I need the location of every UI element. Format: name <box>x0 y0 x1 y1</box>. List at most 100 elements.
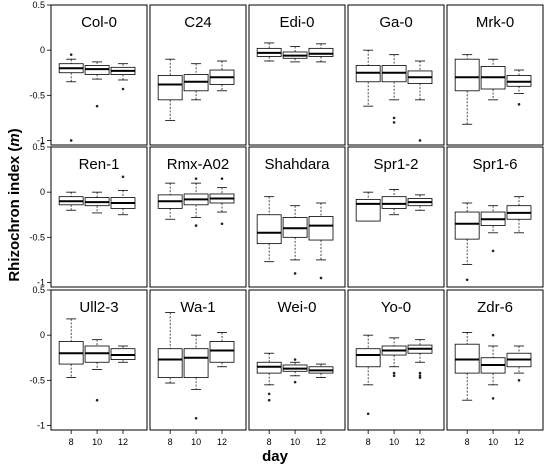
outlier-point <box>418 371 422 375</box>
box-day-12 <box>209 60 235 92</box>
outlier-point <box>517 103 521 106</box>
y-axis-title: Rhizochron index (m) <box>6 128 23 281</box>
box-day-8 <box>256 352 282 402</box>
box-day-10 <box>381 337 407 378</box>
outlier-point <box>220 222 224 226</box>
box-day-12 <box>110 175 136 216</box>
box-day-12 <box>506 345 532 382</box>
outlier-point <box>293 380 297 384</box>
box-day-12 <box>209 177 235 226</box>
box-day-8 <box>157 182 183 220</box>
panel-title: Spr1-2 <box>373 156 418 173</box>
box-day-10 <box>183 63 209 101</box>
panel-title: Rmx-A02 <box>167 156 230 173</box>
panel-frame <box>248 289 346 431</box>
box-iqr <box>454 58 480 92</box>
box-day-12 <box>407 339 433 379</box>
outlier-point <box>95 104 99 108</box>
outlier-point <box>418 139 422 142</box>
outlier-point <box>69 139 73 142</box>
panel-frame <box>149 4 247 146</box>
outlier-point <box>267 398 271 402</box>
box-iqr <box>209 341 235 363</box>
panel-frame <box>347 146 445 288</box>
box-day-8 <box>355 49 381 107</box>
panel-rmx-a02: Rmx-A02 <box>149 146 247 288</box>
box-day-8 <box>256 42 282 62</box>
outlier-point <box>465 278 469 282</box>
panel-title: Zdr-6 <box>477 299 513 316</box>
y-tick-label: 0 <box>40 187 45 197</box>
panel-c24: C24 <box>149 4 247 146</box>
panel-wa-1: Wa-1 8 10 12 <box>149 289 247 447</box>
box-day-12 <box>407 194 433 211</box>
outlier-point <box>194 416 198 420</box>
y-axis-title-prefix: Rhizochron index ( <box>6 147 23 282</box>
y-tick-label: -0.5 <box>29 232 45 242</box>
panel-frame <box>50 289 148 431</box>
outlier-point <box>121 175 125 179</box>
outlier-point <box>95 398 99 402</box>
x-tick-label: 10 <box>191 437 201 447</box>
y-tick-label: 0.5 <box>32 0 45 10</box>
box-day-10 <box>183 177 209 227</box>
box-iqr <box>256 214 282 245</box>
y-tick-label: -1 <box>37 277 45 287</box>
x-tick-label: 8 <box>267 437 272 447</box>
box-day-10 <box>282 358 308 384</box>
panel-frame <box>446 146 544 288</box>
panel-title: Shahdara <box>264 156 330 173</box>
y-tick-label: -0.5 <box>29 375 45 385</box>
outlier-point <box>392 371 396 375</box>
box-day-8 <box>454 54 480 125</box>
box-day-8 <box>454 202 480 282</box>
x-tick-label: 12 <box>415 437 425 447</box>
y-axis-title-suffix: ) <box>6 128 23 133</box>
outlier-point <box>293 272 297 275</box>
box-day-12 <box>506 69 532 106</box>
box-iqr <box>157 75 183 101</box>
panel-shahdara: Shahdara <box>248 146 346 288</box>
x-tick-label: 8 <box>465 437 470 447</box>
box-day-10 <box>84 339 110 402</box>
y-axis-title-symbol: m <box>6 133 23 146</box>
box-iqr <box>355 198 381 222</box>
y-tick-label: -0.5 <box>29 90 45 100</box>
panel-title: C24 <box>184 14 212 31</box>
panels: Col-0 0.5 0 -0.5 -1 C24 Edi-0 Ga-0 Mrk-0 Ren-1 0.5… <box>29 0 544 447</box>
panel-mrk-0: Mrk-0 <box>446 4 544 146</box>
panel-ga-0: Ga-0 <box>347 4 445 146</box>
outlier-point <box>491 249 495 253</box>
panel-title: Yo-0 <box>381 299 411 316</box>
box-day-10 <box>381 54 407 124</box>
panel-frame <box>50 4 148 146</box>
x-tick-label: 12 <box>217 437 227 447</box>
box-day-10 <box>84 191 110 214</box>
panel-spr1-2: Spr1-2 <box>347 146 445 288</box>
outlier-point <box>418 376 422 379</box>
box-day-8 <box>157 58 183 122</box>
panel-frame <box>149 146 247 288</box>
outlier-point <box>517 379 521 382</box>
y-tick-label: -1 <box>37 135 45 145</box>
box-day-10 <box>480 205 506 253</box>
box-iqr <box>454 211 480 240</box>
x-tick-label: 12 <box>316 437 326 447</box>
box-iqr <box>381 196 407 209</box>
box-day-12 <box>110 345 136 363</box>
panel-title: Ren-1 <box>79 156 120 173</box>
box-iqr <box>183 348 209 379</box>
box-day-8 <box>256 196 282 263</box>
box-day-10 <box>480 333 506 400</box>
outlier-point <box>293 358 297 361</box>
x-tick-label: 8 <box>69 437 74 447</box>
panel-spr1-6: Spr1-6 <box>446 146 544 288</box>
box-day-8 <box>454 332 480 401</box>
outlier-point <box>194 177 198 180</box>
panel-title: Ull2-3 <box>79 299 118 316</box>
outlier-point <box>220 177 224 180</box>
outlier-point <box>267 392 271 396</box>
panel-edi-0: Edi-0 <box>248 4 346 146</box>
outlier-point <box>392 374 396 378</box>
box-day-10 <box>183 334 209 420</box>
